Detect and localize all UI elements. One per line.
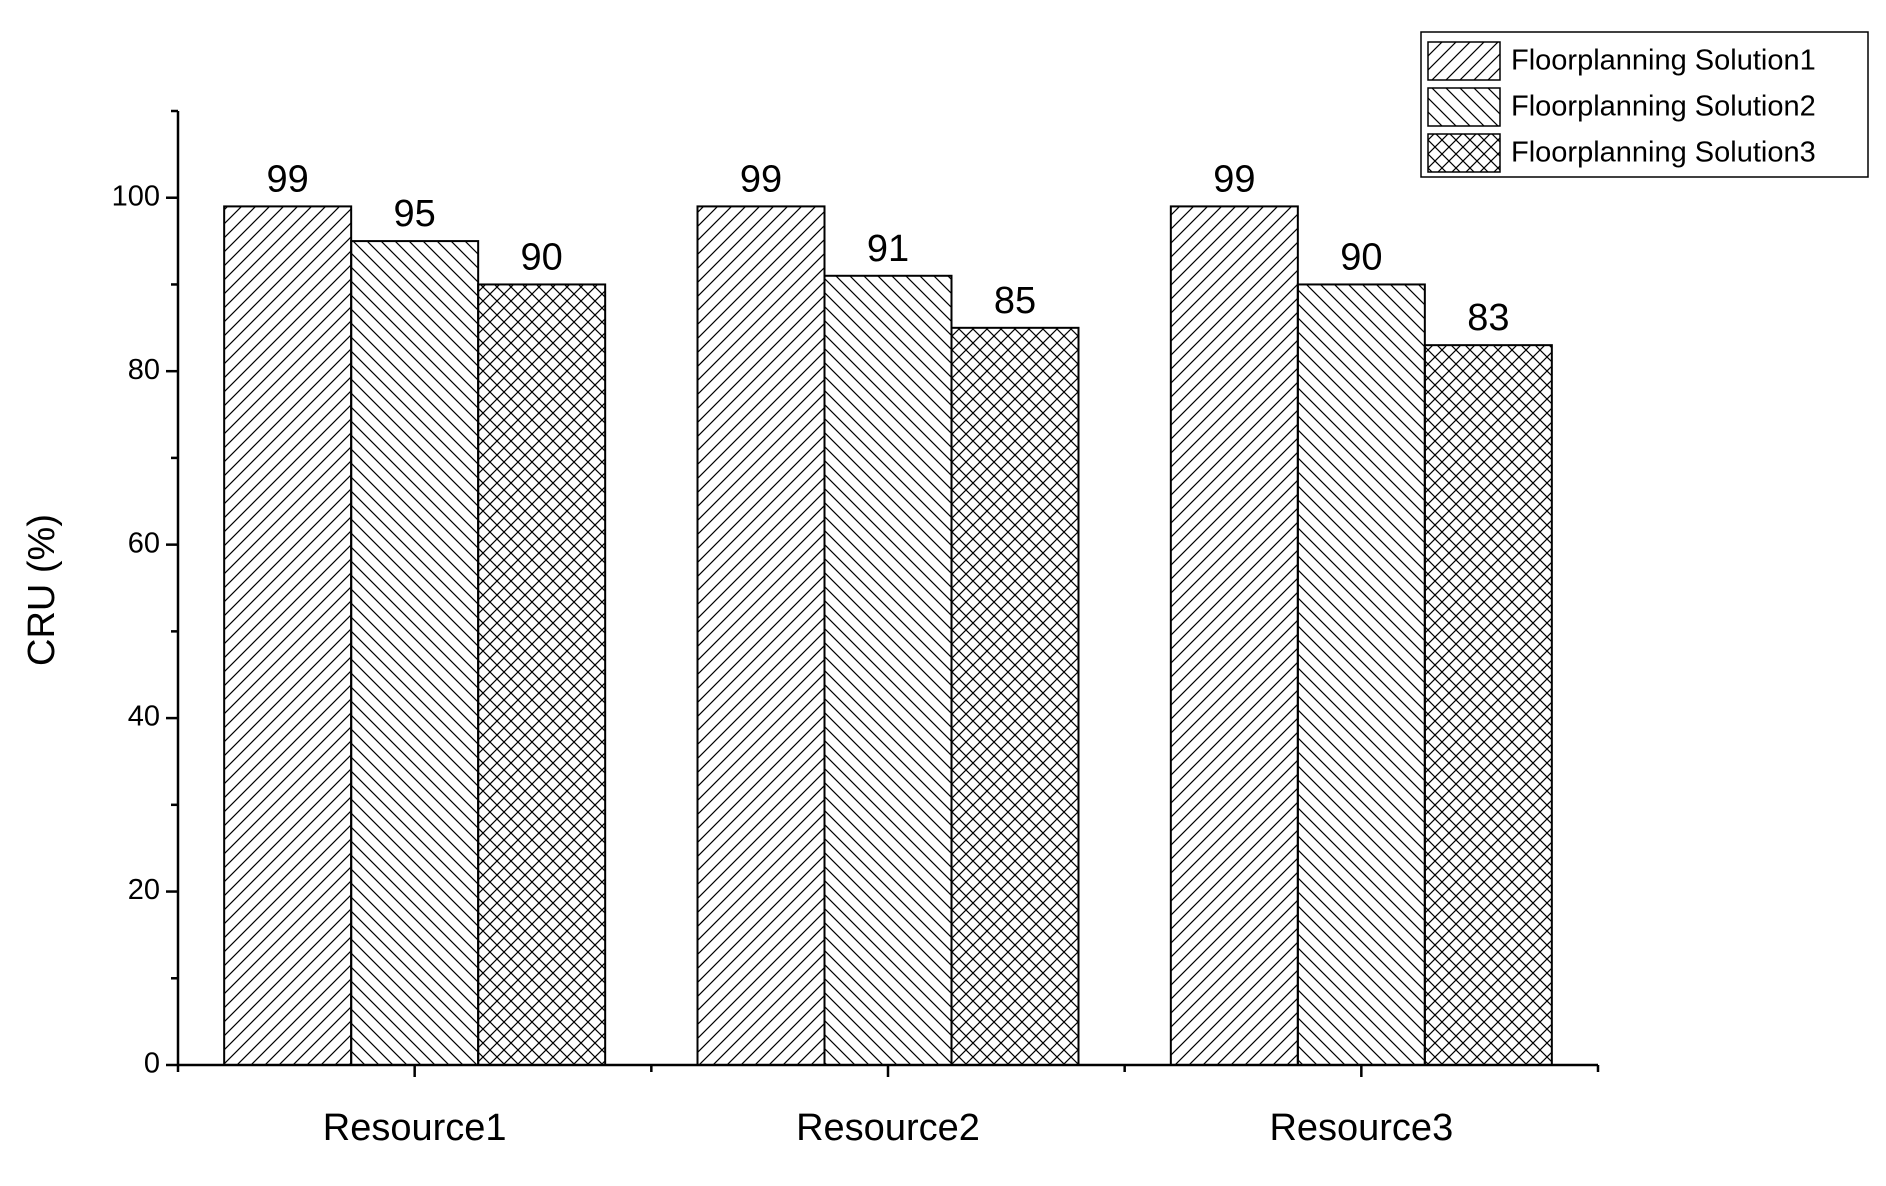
bar [1296,283,1426,1067]
legend-label: Floorplanning Solution1 [1511,45,1816,77]
value-label: 99 [740,158,782,200]
y-tick-label: 80 [128,354,160,386]
bar [223,205,353,1066]
y-tick-label: 60 [128,527,160,559]
value-label: 95 [394,193,436,235]
x-tick-label: Resource3 [1269,1107,1453,1149]
legend-swatch [1427,133,1501,173]
legend-swatch [1427,41,1501,81]
y-tick-label: 100 [112,180,160,212]
bar [950,326,1080,1066]
bar [696,205,826,1066]
x-tick-label: Resource1 [323,1107,507,1149]
value-label: 99 [267,158,309,200]
value-label: 83 [1467,297,1509,339]
y-tick-label: 0 [144,1048,160,1080]
value-label: 90 [1340,236,1382,278]
y-tick-label: 40 [128,701,160,733]
legend-label: Floorplanning Solution2 [1511,91,1816,123]
y-axis-label: CRU (%) [21,514,63,666]
legend-label: Floorplanning Solution3 [1511,137,1816,169]
bar [350,240,480,1067]
x-tick-label: Resource2 [796,1107,980,1149]
value-label: 91 [867,228,909,270]
legend-swatch [1427,87,1501,127]
value-label: 85 [994,280,1036,322]
bar [1423,344,1553,1066]
value-label: 90 [521,236,563,278]
bar [1169,205,1299,1066]
bar [477,283,607,1067]
bar [823,274,953,1067]
y-tick-label: 20 [128,874,160,906]
value-label: 99 [1213,158,1255,200]
